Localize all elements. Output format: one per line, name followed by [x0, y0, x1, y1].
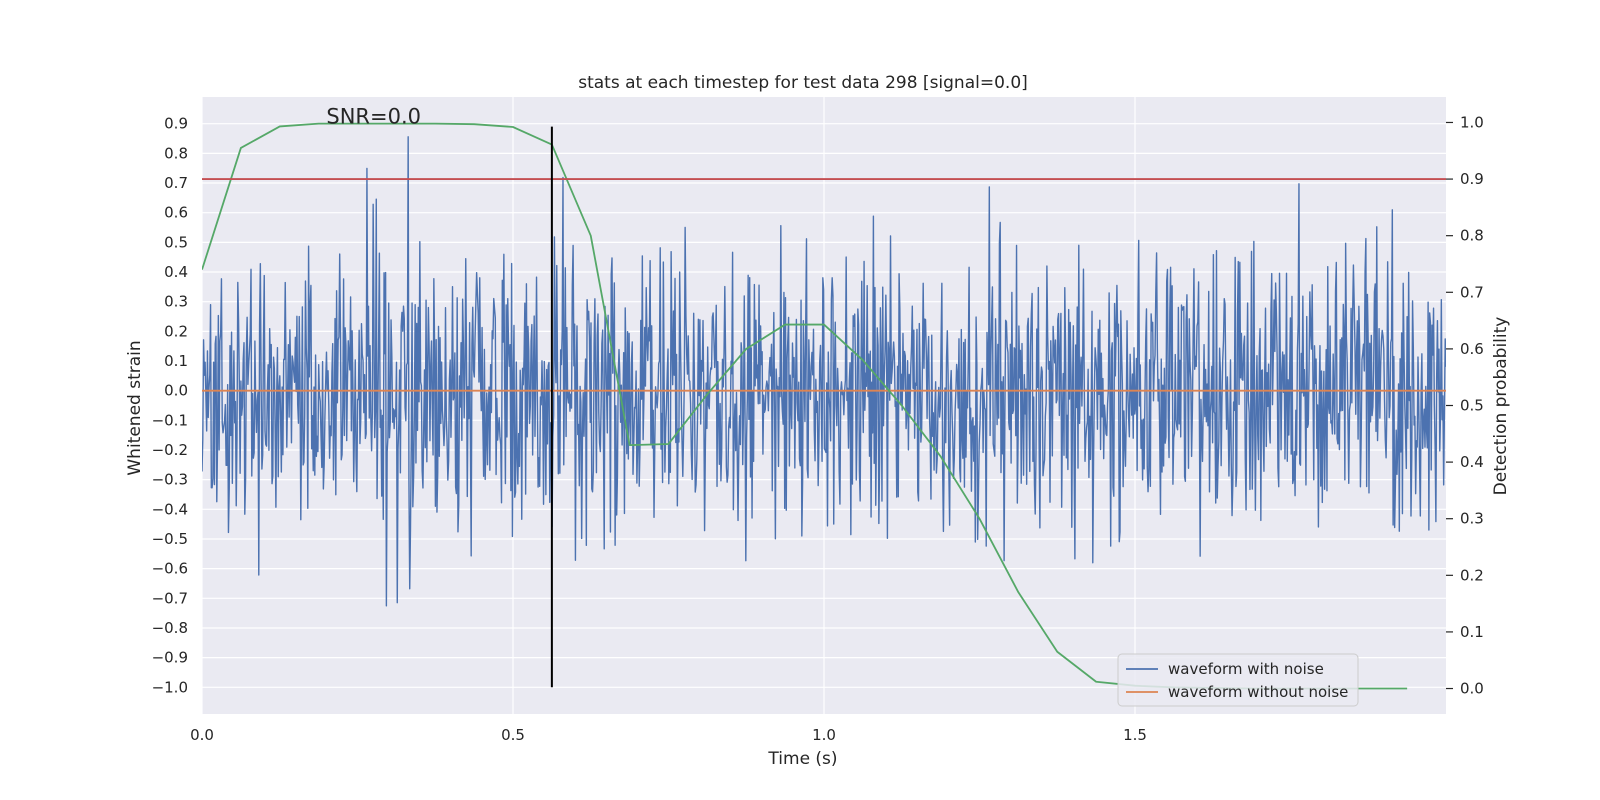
y-tick-label: 0.9	[164, 115, 188, 133]
legend-box	[1117, 653, 1359, 707]
x-tick-label: 1.5	[1123, 726, 1147, 744]
y2-tick-label: 0.9	[1460, 170, 1484, 188]
y-tick-label: −0.3	[152, 471, 188, 489]
x-tick-label: 0.5	[501, 726, 525, 744]
legend-label: waveform without noise	[1168, 683, 1348, 701]
y-tick-label: −0.8	[152, 619, 188, 637]
y-tick-label: 0.1	[164, 352, 188, 370]
y2-tick-label: 0.7	[1460, 283, 1484, 301]
y-tick-label: −0.7	[152, 589, 188, 607]
y2-tick-label: 0.4	[1460, 453, 1484, 471]
y-tick-label: −0.5	[152, 530, 188, 548]
y2-tick-label: 0.8	[1460, 227, 1484, 245]
x-tick-label: 1.0	[812, 726, 836, 744]
y-tick-label: 0.6	[164, 204, 188, 222]
chart-title: stats at each timestep for test data 298…	[578, 73, 1028, 93]
legend: waveform with noise waveform without nois…	[1117, 653, 1359, 707]
y-tick-label: −0.2	[152, 441, 188, 459]
y-tick-label: −1.0	[152, 678, 188, 696]
y2-tick-label: 0.1	[1460, 623, 1484, 641]
series-group	[202, 122, 1446, 690]
y-tick-label: 0.3	[164, 293, 188, 311]
y-tick-label: 0.7	[164, 174, 188, 192]
legend-label: waveform with noise	[1168, 660, 1324, 678]
series-line-waveform-with-noise	[202, 136, 1446, 607]
y-tick-label: −0.1	[152, 411, 188, 429]
y-tick-label: 0.5	[164, 233, 188, 251]
y2-tick-label: 0.2	[1460, 566, 1484, 584]
y2-tick-label: 0.5	[1460, 397, 1484, 415]
y-tick-label: −0.4	[152, 500, 188, 518]
x-axis-label: Time (s)	[767, 749, 837, 769]
y-tick-label: −0.9	[152, 649, 188, 667]
y-tick-label: 0.4	[164, 263, 188, 281]
y2-axis-label: Detection probability	[1491, 317, 1511, 496]
x-tick-label: 0.0	[190, 726, 214, 744]
snr-annotation: SNR=0.0	[326, 105, 421, 129]
y-tick-label: 0.2	[164, 322, 188, 340]
y2-tick-label: 1.0	[1460, 113, 1484, 131]
y-tick-label: 0.8	[164, 144, 188, 162]
y2-tick-label: 0.3	[1460, 510, 1484, 528]
y-tick-label: −0.6	[152, 560, 188, 578]
y2-tick-label: 0.0	[1460, 680, 1484, 698]
y-tick-label: 0.0	[164, 382, 188, 400]
y2-tick-label: 0.6	[1460, 340, 1484, 358]
y-axis-label: Whitened strain	[125, 340, 145, 475]
